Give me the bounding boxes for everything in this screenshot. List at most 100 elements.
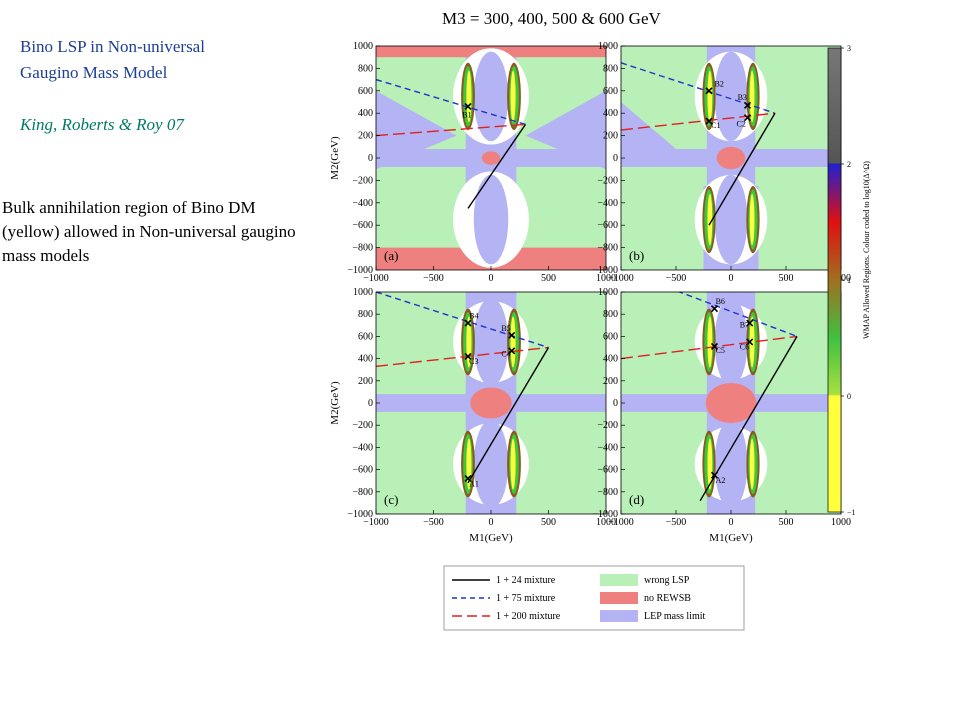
benchmark-marker: [464, 319, 472, 327]
colorbar-tick-label: 1: [847, 276, 851, 285]
y-tick-label: 600: [358, 86, 373, 97]
y-tick-label: −1000: [592, 509, 618, 520]
colorbar-bar: [827, 47, 842, 513]
line-1-200: [621, 335, 798, 360]
benchmark-marker: [710, 471, 719, 479]
legend: 1 + 24 mixture 1 + 75 mixture 1 + 200 mixt…: [443, 565, 745, 631]
y-tick-label: −1000: [347, 265, 373, 276]
benchmark-marker: [710, 342, 719, 350]
y-tick-label: −600: [597, 220, 618, 231]
y-tick-label: 200: [358, 131, 373, 142]
panel-b: B2 B3 C1 C2 −1000 −800 −600 −400 −200 0 200 400 600 8…: [592, 41, 851, 284]
description-text: Bulk annihilation region of Bino DM (yel…: [2, 198, 296, 265]
panel-label: (c): [384, 492, 398, 507]
line-1-75: [677, 292, 798, 338]
lep-upper: [714, 297, 748, 387]
benchmark-marker: [710, 305, 719, 313]
y-tick-label: −600: [352, 220, 373, 231]
benchmark-label: B1: [462, 111, 471, 120]
legend-label: wrong LSP: [644, 575, 690, 586]
y-tick-label: 0: [613, 153, 618, 164]
benchmark-marker: [746, 338, 754, 346]
y-tick-label: 400: [358, 354, 373, 365]
no-rewsb-region: [705, 383, 757, 423]
heading-line-1: Bino LSP in Non-universal: [20, 37, 205, 56]
y-tick-label: −200: [597, 175, 618, 186]
line-1-75: [621, 62, 776, 114]
colorbar-label: WMAP Allowed Regions. Colour coded to lo…: [862, 161, 871, 339]
x-tick-label: −500: [423, 517, 444, 528]
x-tick-label: 500: [541, 517, 556, 528]
x-axis-label: M1(GeV): [709, 532, 753, 544]
y-tick-label: −400: [597, 442, 618, 453]
y-tick-label: −200: [352, 175, 373, 186]
bulk-region: [510, 316, 516, 368]
regions: [621, 46, 841, 270]
regions: [376, 292, 606, 514]
y-tick-label: −400: [352, 198, 373, 209]
x-tick-label: 500: [779, 273, 794, 284]
lep-upper: [473, 297, 509, 387]
benchmark-marker: [746, 319, 754, 327]
legend-swatch: [600, 592, 638, 604]
panel-label: (d): [629, 492, 644, 507]
benchmark-label: B6: [716, 297, 725, 306]
x-tick-label: 0: [729, 517, 734, 528]
benchmark-label: C6: [740, 343, 749, 352]
lep-wedge: [376, 90, 457, 170]
regions: [621, 292, 841, 514]
bulk-region: [707, 316, 713, 368]
bulk-region: [707, 193, 713, 246]
y-tick-label: 1000: [353, 41, 373, 52]
y-tick-label: −200: [352, 420, 373, 431]
y-tick-label: −800: [352, 487, 373, 498]
bulk-region: [707, 70, 713, 123]
benchmark-label: B3: [738, 93, 747, 102]
benchmark-label: C2: [737, 120, 746, 129]
citation: King, Roberts & Roy 07: [20, 115, 184, 134]
y-axis-label: M2(GeV): [329, 381, 341, 425]
benchmark-marker: [508, 347, 516, 355]
y-tick-label: −800: [597, 243, 618, 254]
y-tick-label: 200: [603, 376, 618, 387]
x-tick-label: 1000: [596, 273, 616, 284]
no-rewsb-region: [716, 146, 746, 170]
bulk-region: [510, 438, 516, 490]
benchmark-marker: [743, 114, 752, 122]
y-tick-label: 400: [603, 354, 618, 365]
y-tick-label: 0: [368, 398, 373, 409]
benchmark-label: B4: [469, 312, 478, 321]
colorbar-tick-label: 2: [847, 160, 851, 169]
colorbar-tick-label: −1: [847, 508, 856, 517]
wmap-figure: B1−1000−800−600−400−20002004006008001000…: [329, 41, 871, 631]
benchmark-marker: [705, 87, 713, 95]
y-tick-label: −600: [597, 465, 618, 476]
y-tick-label: 200: [603, 131, 618, 142]
x-tick-label: 500: [779, 517, 794, 528]
y-tick-label: 0: [613, 398, 618, 409]
colorbar-tick-label: 3: [847, 44, 851, 53]
x-tick-label: −500: [666, 273, 687, 284]
y-tick-label: 1000: [353, 287, 373, 298]
benchmark-marker: [464, 352, 472, 360]
line-1-75: [376, 292, 549, 349]
legend-box: [443, 565, 745, 631]
y-tick-label: 400: [358, 108, 373, 119]
heading-line-2: Gaugino Mass Model: [20, 63, 168, 82]
y-tick-label: 800: [358, 63, 373, 74]
legend-label: 1 + 24 mixture: [496, 575, 556, 586]
panel-d: B6 B7 C5 C6 A2 −1000 −800 −600 −400 −200 0 200 400 60…: [592, 287, 851, 544]
slide-title: M3 = 300, 400, 500 & 600 GeV: [442, 9, 661, 28]
benchmark-label: C5: [716, 346, 725, 355]
benchmark-label: C3: [469, 357, 478, 366]
legend-label: 1 + 75 mixture: [496, 593, 556, 604]
benchmark-label: C1: [711, 121, 720, 130]
y-tick-label: −1000: [592, 265, 618, 276]
panel-c: B4 B5 C3 C4 A1 −1000 −800 −600 −400 −200 0 200 400 60…: [329, 287, 616, 544]
benchmark-marker: [464, 102, 472, 111]
panel-label: (b): [629, 248, 644, 263]
x-tick-label: −500: [666, 517, 687, 528]
line-1-24: [708, 112, 776, 226]
benchmark-marker: [464, 474, 472, 483]
y-tick-label: 600: [358, 331, 373, 342]
